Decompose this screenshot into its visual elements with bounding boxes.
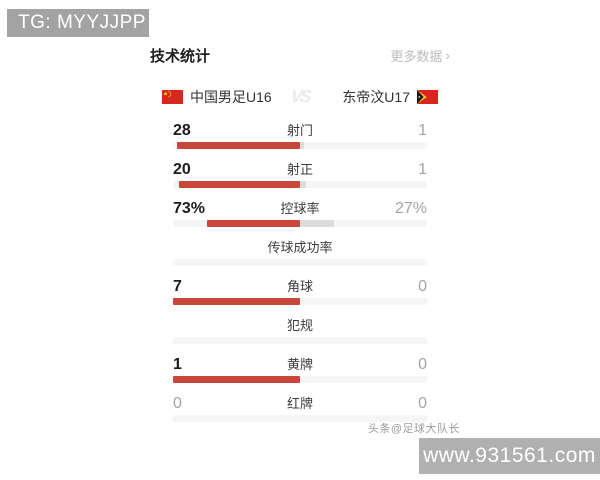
away-value: 0 <box>418 395 427 412</box>
away-team-name: 东帝汶U17 <box>342 89 410 105</box>
stat-row: 73% 控球率 27% <box>173 198 427 237</box>
telegram-badge: TG: MYYJJPP <box>7 9 149 37</box>
home-bar-fill <box>173 376 300 383</box>
stat-label: 红牌 <box>286 396 313 411</box>
vs-label: VS <box>289 87 311 106</box>
stats-panel: 技术统计 更多数据 › 中国男足U16 VS 东帝汶U17 <box>0 44 600 432</box>
more-data-link[interactable]: 更多数据 › <box>390 46 450 65</box>
home-value: 28 <box>173 122 191 139</box>
away-bar-fill <box>300 142 305 149</box>
home-value: 1 <box>173 356 182 373</box>
stat-row: 传球成功率 <box>173 237 427 276</box>
panel-title: 技术统计 <box>150 47 211 65</box>
away-bar-fill <box>300 220 335 227</box>
watermark-credit: 头条@足球大队长 <box>367 423 460 435</box>
stat-bar <box>173 376 427 383</box>
stat-label: 射门 <box>286 123 313 138</box>
away-value: 27% <box>394 200 427 217</box>
home-bar-fill <box>179 181 300 188</box>
home-bar-fill <box>207 220 300 227</box>
stat-bar <box>173 142 427 149</box>
away-value: 0 <box>418 278 427 295</box>
stat-label: 传球成功率 <box>267 240 333 255</box>
site-watermark: www.931561.com <box>419 438 600 474</box>
teams-row: 中国男足U16 VS 东帝汶U17 <box>162 87 438 107</box>
home-bar-fill <box>173 298 300 305</box>
stat-label: 角球 <box>286 279 313 294</box>
stat-row: 20 射正 1 <box>173 159 427 198</box>
away-bar-fill <box>300 181 307 188</box>
china-flag-icon <box>162 90 183 104</box>
stat-row: 0 红牌 0 <box>173 393 427 432</box>
panel-header: 技术统计 更多数据 › <box>150 44 450 66</box>
home-value: 20 <box>173 161 191 178</box>
stat-label: 犯规 <box>286 318 313 333</box>
stat-bar <box>173 220 427 227</box>
stat-label: 射正 <box>286 162 313 177</box>
stat-label: 控球率 <box>280 201 320 216</box>
stat-bar <box>173 259 427 266</box>
stat-label: 黄牌 <box>286 357 313 372</box>
chevron-right-icon: › <box>445 47 450 63</box>
home-bar-fill <box>177 142 300 149</box>
stat-bar <box>173 415 427 422</box>
away-value: 1 <box>418 161 427 178</box>
away-value: 0 <box>418 356 427 373</box>
timor-leste-flag-icon <box>417 90 438 104</box>
home-team: 中国男足U16 <box>162 87 272 107</box>
stat-row: 28 射门 1 <box>173 120 427 159</box>
stat-bar <box>173 337 427 344</box>
home-value: 7 <box>173 278 182 295</box>
away-value: 1 <box>418 122 427 139</box>
stat-bar <box>173 181 427 188</box>
away-team: 东帝汶U17 <box>342 87 438 107</box>
stat-rows: 28 射门 1 20 射正 1 73% 控球率 27% <box>173 120 427 432</box>
home-team-name: 中国男足U16 <box>190 89 272 105</box>
stat-row: 7 角球 0 <box>173 276 427 315</box>
home-value: 0 <box>173 395 182 412</box>
stat-bar <box>173 298 427 305</box>
home-value: 73% <box>173 200 206 217</box>
stat-row: 犯规 <box>173 315 427 354</box>
stat-row: 1 黄牌 0 <box>173 354 427 393</box>
more-data-label: 更多数据 <box>390 48 443 64</box>
